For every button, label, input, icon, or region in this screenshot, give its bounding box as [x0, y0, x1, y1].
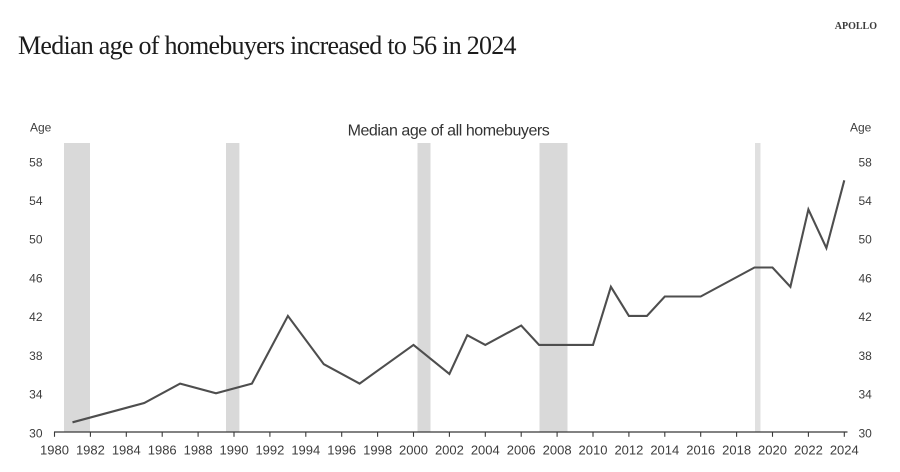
svg-text:54: 54 [29, 194, 43, 208]
svg-text:2002: 2002 [435, 443, 464, 458]
svg-text:30: 30 [29, 426, 43, 440]
svg-text:1992: 1992 [255, 443, 284, 458]
svg-text:2014: 2014 [650, 443, 679, 458]
svg-text:2018: 2018 [722, 443, 751, 458]
svg-text:Median age of homebuyers incre: Median age of homebuyers increased to 56… [18, 31, 517, 60]
svg-text:2022: 2022 [794, 443, 823, 458]
svg-text:1998: 1998 [363, 443, 392, 458]
svg-text:2000: 2000 [399, 443, 428, 458]
svg-text:1990: 1990 [220, 443, 249, 458]
svg-text:50: 50 [859, 233, 873, 247]
svg-text:46: 46 [29, 271, 43, 285]
svg-text:54: 54 [859, 194, 873, 208]
svg-text:42: 42 [859, 310, 873, 324]
svg-text:38: 38 [859, 349, 873, 363]
svg-text:30: 30 [859, 426, 873, 440]
svg-text:2006: 2006 [507, 443, 536, 458]
svg-text:Age: Age [30, 121, 52, 135]
svg-text:1986: 1986 [148, 443, 177, 458]
svg-text:58: 58 [859, 155, 873, 169]
svg-text:50: 50 [29, 233, 43, 247]
svg-text:2010: 2010 [579, 443, 608, 458]
svg-text:58: 58 [29, 155, 43, 169]
svg-text:42: 42 [29, 310, 43, 324]
svg-text:2020: 2020 [758, 443, 787, 458]
svg-text:1996: 1996 [327, 443, 356, 458]
svg-text:1994: 1994 [291, 443, 320, 458]
svg-text:1984: 1984 [112, 443, 141, 458]
svg-text:34: 34 [29, 388, 43, 402]
svg-text:2024: 2024 [830, 443, 859, 458]
svg-text:2012: 2012 [614, 443, 643, 458]
svg-text:1988: 1988 [184, 443, 213, 458]
svg-text:2016: 2016 [686, 443, 715, 458]
svg-text:1980: 1980 [40, 443, 69, 458]
svg-text:2008: 2008 [543, 443, 572, 458]
svg-text:2004: 2004 [471, 443, 500, 458]
svg-text:34: 34 [859, 388, 873, 402]
svg-text:1982: 1982 [76, 443, 105, 458]
svg-text:Age: Age [850, 121, 872, 135]
svg-text:APOLLO: APOLLO [835, 21, 877, 32]
svg-text:46: 46 [859, 271, 873, 285]
svg-text:38: 38 [29, 349, 43, 363]
svg-text:Median age of all homebuyers: Median age of all homebuyers [348, 123, 550, 140]
